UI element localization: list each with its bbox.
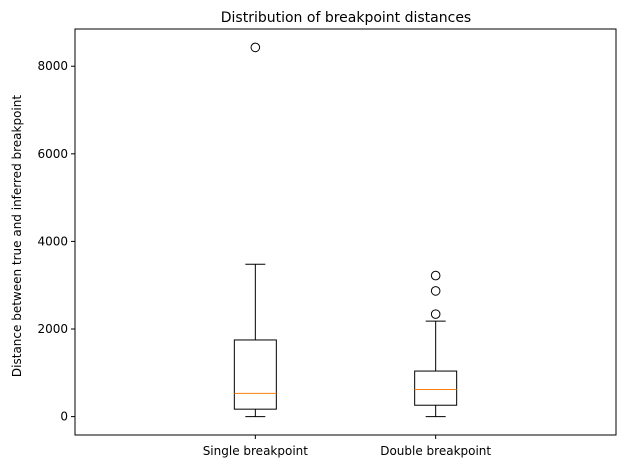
outlier-point [430, 309, 441, 319]
y-tick-label: 8000 [37, 59, 68, 73]
iqr-box [414, 370, 458, 406]
chart-title: Distribution of breakpoint distances [221, 10, 471, 26]
y-axis-label: Distance between true and inferred break… [10, 95, 24, 377]
axes-frame [74, 28, 617, 436]
outlier-point [250, 42, 261, 53]
y-tick-label: 2000 [37, 322, 68, 336]
box-group [414, 270, 458, 418]
iqr-box [233, 339, 277, 410]
outlier-point [430, 286, 441, 296]
outlier-point [430, 270, 441, 281]
plot-area [233, 42, 458, 418]
y-tick-label: 0 [60, 410, 68, 424]
y-tick-label: 4000 [37, 234, 68, 248]
x-tick-label: Double breakpoint [380, 444, 491, 458]
box-group [233, 42, 277, 418]
y-tick-label: 6000 [37, 147, 68, 161]
y-axis: 0 2000 4000 6000 8000 [37, 59, 75, 424]
x-axis: Single breakpoint Double breakpoint [203, 435, 491, 458]
x-tick-label: Single breakpoint [203, 444, 309, 458]
